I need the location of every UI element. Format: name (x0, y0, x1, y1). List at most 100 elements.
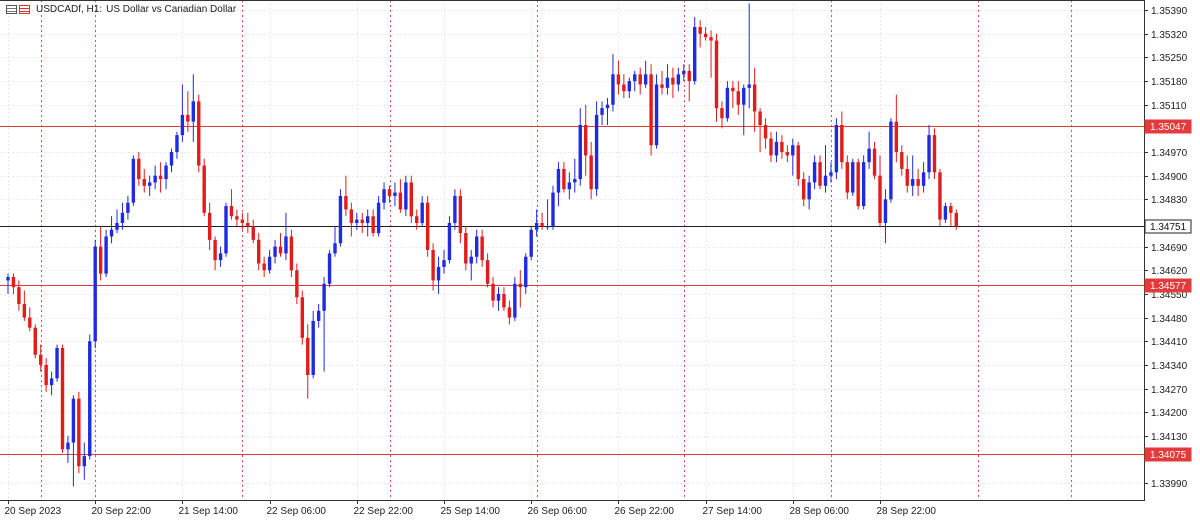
candle-body (594, 114, 599, 190)
candle-body (496, 293, 501, 301)
candle-body (774, 141, 779, 156)
bullish-candle (567, 172, 572, 200)
time-tick-label: 27 Sep 14:00 (703, 506, 763, 517)
bullish-candle (600, 101, 604, 125)
candle-body (633, 74, 637, 82)
candle-body (360, 219, 364, 223)
candle-body (818, 162, 822, 186)
price-tick-label: 1.34200 (1151, 408, 1188, 419)
bullish-candle (513, 277, 517, 321)
candle-body (109, 229, 114, 237)
price-axis[interactable]: 1.35390 1.35320 1.35250 1.35180 1.35110 1.349… (1144, 6, 1192, 490)
bullish-candle (66, 435, 70, 463)
candle-body (148, 182, 152, 186)
bullish-candle (120, 202, 125, 230)
candle-body (562, 168, 566, 190)
plot-area[interactable] (0, 0, 1144, 500)
candle-body (693, 27, 697, 82)
candle-body (791, 145, 795, 156)
bullish-candle (49, 371, 54, 396)
bearish-candle (207, 202, 212, 250)
bearish-candle (186, 91, 190, 132)
bullish-candle (573, 158, 577, 193)
bearish-candle (905, 155, 909, 193)
candle-body (949, 206, 953, 213)
candle-body (605, 104, 610, 109)
price-level-tag (1144, 447, 1192, 462)
candle-body (6, 277, 10, 281)
bearish-candle (142, 168, 146, 193)
bearish-candle (840, 111, 844, 169)
bearish-candle (158, 162, 163, 193)
candle-body (333, 243, 337, 254)
bullish-candle (404, 175, 408, 217)
symbol-timeframe-label: USDCADf, H1: (36, 4, 103, 15)
bearish-candle (344, 175, 348, 217)
candle-body (284, 236, 288, 254)
bullish-candle (333, 226, 337, 257)
bullish-candle (747, 3, 751, 109)
candle-body (376, 202, 381, 234)
bearish-candle (306, 324, 310, 399)
time-tick-label: 25 Sep 14:00 (441, 506, 501, 517)
bearish-candle (938, 168, 942, 227)
bullish-candle (545, 199, 550, 230)
candle-body (17, 287, 21, 305)
candle-body (197, 101, 201, 166)
candle-body (507, 307, 512, 318)
bullish-candle (496, 287, 501, 311)
candle-body (415, 216, 419, 223)
bearish-candle (589, 141, 593, 200)
bearish-candle (736, 81, 740, 115)
bearish-candle (731, 81, 735, 109)
candle-body (349, 209, 354, 223)
bearish-candle (856, 158, 860, 210)
bullish-candle (109, 216, 114, 244)
bullish-candle (834, 118, 839, 180)
bullish-candle (812, 155, 817, 190)
bearish-candle (660, 70, 664, 95)
candle-body (480, 236, 484, 261)
candle-body (425, 202, 430, 250)
price-level-tag (1144, 119, 1192, 134)
candle-body (229, 206, 234, 217)
price-level-tag-label: 1.34075 (1150, 450, 1187, 461)
bullish-candle (725, 81, 730, 122)
bearish-candle (464, 226, 468, 271)
candle-body (736, 91, 740, 105)
horizontal-levels[interactable] (0, 126, 1144, 455)
candle-body (802, 179, 806, 200)
candle-body (731, 87, 735, 92)
candle-body (338, 195, 343, 244)
candle-body (518, 283, 522, 288)
bullish-candle (267, 250, 272, 274)
bullish-candle (131, 155, 136, 207)
candle-body (251, 226, 255, 240)
candle-body (382, 189, 386, 203)
price-level-tag-label: 1.34577 (1150, 281, 1187, 292)
candle-body (355, 219, 359, 223)
bearish-candle (894, 94, 899, 163)
bullish-candle (534, 209, 539, 237)
time-axis[interactable]: 20 Sep 2023 20 Sep 22:00 21 Sep 14:00 22 Se… (5, 500, 937, 517)
candle-body (28, 317, 32, 328)
bullish-candle (104, 229, 108, 278)
bullish-candle (469, 250, 473, 281)
bearish-candle (458, 189, 463, 244)
bearish-candle (507, 300, 512, 325)
bullish-candle (355, 212, 359, 230)
candle-body (878, 175, 882, 223)
bearish-candle (60, 344, 65, 453)
candle-body (556, 168, 561, 193)
bullish-candle (447, 216, 452, 264)
candle-body (567, 182, 572, 190)
candle-body (398, 192, 403, 210)
candle-body (22, 304, 27, 318)
bullish-candle (376, 195, 381, 237)
bullish-candle (71, 395, 76, 487)
candle-body (589, 155, 593, 190)
bullish-candle (164, 162, 168, 190)
candle-body (600, 108, 604, 115)
